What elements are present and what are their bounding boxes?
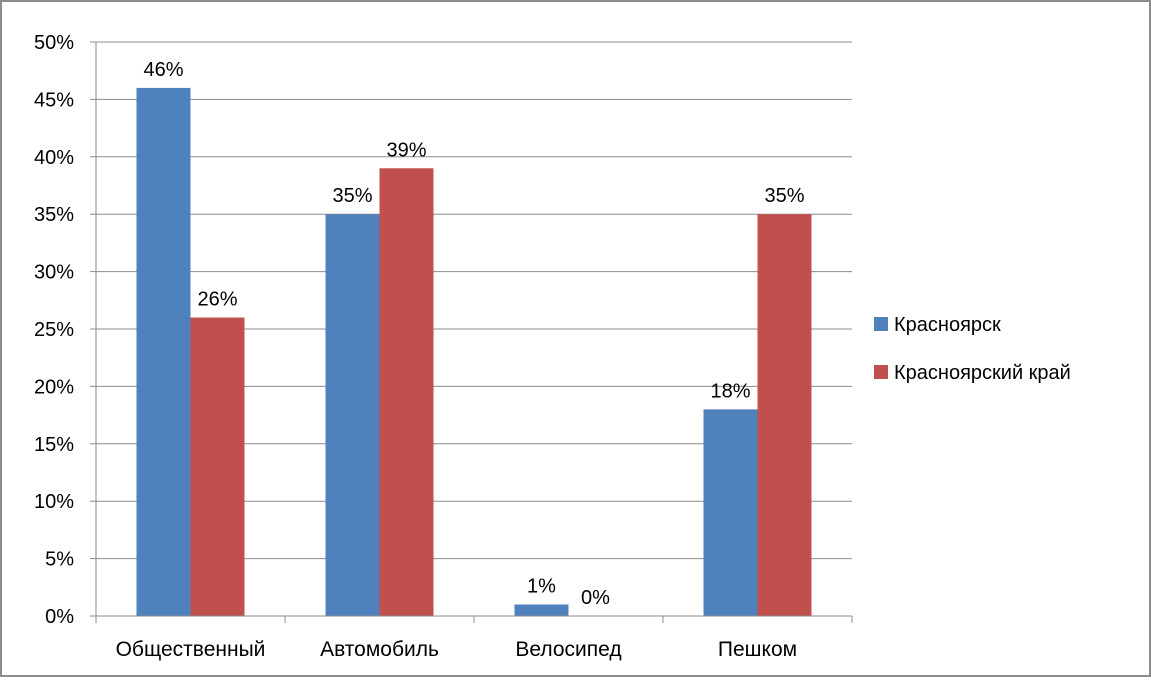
data-label: 18% (710, 380, 750, 402)
data-label: 35% (764, 185, 804, 207)
data-label: 35% (332, 185, 372, 207)
bars (136, 87, 812, 617)
y-tick-label: 20% (34, 376, 74, 398)
y-axis-tick-labels: 0% 5% 10% 15% 20% 25% 30% 35% 40% 45% 50% (34, 32, 74, 628)
bar (379, 168, 434, 616)
y-tick-label: 45% (34, 89, 74, 111)
y-tick-label: 35% (34, 204, 74, 226)
y-tick-label: 25% (34, 319, 74, 341)
axes (90, 41, 853, 623)
y-tick-label: 30% (34, 262, 74, 284)
legend-label: Красноярск (894, 314, 1001, 336)
y-tick-label: 15% (34, 434, 74, 456)
bar (703, 409, 758, 616)
legend-swatch (874, 365, 888, 379)
y-tick-label: 0% (45, 606, 74, 628)
x-category-label: Общественный (116, 638, 266, 661)
x-category-label: Велосипед (515, 638, 621, 661)
data-label: 39% (386, 139, 426, 161)
y-tick-label: 40% (34, 147, 74, 169)
bar (136, 87, 191, 617)
data-label: 46% (143, 59, 183, 81)
x-category-label: Пешком (718, 638, 797, 661)
data-label: 1% (527, 576, 556, 598)
data-label: 26% (197, 289, 237, 311)
x-axis-category-labels: Общественный Автомобиль Велосипед Пешком (116, 638, 798, 661)
legend: Красноярск Красноярский край (874, 314, 1071, 384)
bar (757, 214, 812, 616)
y-tick-label: 10% (34, 491, 74, 513)
y-tick-label: 50% (34, 32, 74, 54)
x-category-label: Автомобиль (320, 638, 439, 661)
legend-swatch (874, 317, 888, 331)
y-tick-label: 5% (45, 549, 74, 571)
data-label: 0% (581, 587, 610, 609)
bar (325, 214, 380, 616)
bar (514, 604, 569, 616)
data-labels: 46% 26% 35% 39% 1% 0% 18% 35% (143, 59, 804, 609)
bar (190, 317, 245, 616)
legend-label: Красноярский край (894, 362, 1071, 384)
